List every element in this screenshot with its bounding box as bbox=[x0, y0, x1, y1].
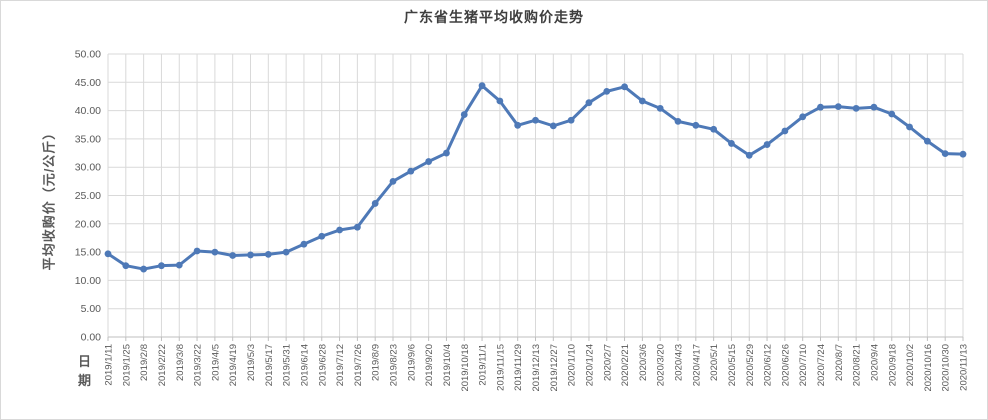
svg-text:2019/1/25: 2019/1/25 bbox=[121, 344, 132, 386]
svg-text:2020/11/13: 2020/11/13 bbox=[959, 344, 970, 391]
svg-text:2019/8/9: 2019/8/9 bbox=[371, 344, 382, 381]
svg-text:2020/5/15: 2020/5/15 bbox=[727, 344, 738, 386]
svg-text:2020/2/7: 2020/2/7 bbox=[602, 344, 613, 381]
svg-text:2020/10/16: 2020/10/16 bbox=[923, 344, 934, 392]
svg-text:2020/3/20: 2020/3/20 bbox=[656, 344, 667, 386]
svg-text:30.00: 30.00 bbox=[75, 162, 101, 174]
svg-text:45.00: 45.00 bbox=[75, 77, 101, 89]
svg-text:2020/7/10: 2020/7/10 bbox=[798, 344, 809, 386]
svg-text:2020/1/24: 2020/1/24 bbox=[584, 344, 595, 386]
svg-text:2019/12/27: 2019/12/27 bbox=[549, 344, 560, 392]
svg-text:0.00: 0.00 bbox=[81, 332, 102, 344]
svg-text:2019/5/31: 2019/5/31 bbox=[282, 344, 293, 386]
svg-text:2019/7/12: 2019/7/12 bbox=[335, 344, 346, 386]
svg-text:25.00: 25.00 bbox=[75, 190, 101, 202]
svg-text:2020/3/6: 2020/3/6 bbox=[638, 344, 649, 381]
svg-text:2019/12/13: 2019/12/13 bbox=[531, 344, 542, 392]
svg-text:2019/10/18: 2019/10/18 bbox=[460, 344, 471, 392]
x-axis-title: 日期 bbox=[77, 354, 91, 388]
svg-text:2019/2/8: 2019/2/8 bbox=[139, 344, 150, 381]
svg-text:2019/6/14: 2019/6/14 bbox=[299, 344, 310, 386]
svg-text:2020/2/21: 2020/2/21 bbox=[620, 344, 631, 386]
svg-text:2020/7/24: 2020/7/24 bbox=[816, 344, 827, 386]
svg-text:2019/5/17: 2019/5/17 bbox=[264, 344, 275, 386]
svg-text:2020/1/10: 2020/1/10 bbox=[567, 344, 578, 386]
svg-text:2020/8/21: 2020/8/21 bbox=[852, 344, 863, 386]
svg-text:2020/5/1: 2020/5/1 bbox=[709, 344, 720, 381]
svg-text:2019/9/6: 2019/9/6 bbox=[406, 344, 417, 381]
svg-text:2020/4/3: 2020/4/3 bbox=[674, 344, 685, 381]
svg-text:2019/4/19: 2019/4/19 bbox=[228, 344, 239, 386]
svg-text:50.00: 50.00 bbox=[75, 49, 101, 61]
svg-text:15.00: 15.00 bbox=[75, 247, 101, 259]
svg-text:2020/5/29: 2020/5/29 bbox=[745, 344, 756, 386]
svg-text:2019/6/28: 2019/6/28 bbox=[317, 344, 328, 386]
svg-text:5.00: 5.00 bbox=[81, 303, 102, 315]
svg-text:2019/11/15: 2019/11/15 bbox=[495, 344, 506, 391]
svg-text:2020/6/26: 2020/6/26 bbox=[780, 344, 791, 386]
svg-text:2019/2/22: 2019/2/22 bbox=[157, 344, 168, 386]
svg-text:2019/9/20: 2019/9/20 bbox=[424, 344, 435, 386]
svg-text:2019/5/3: 2019/5/3 bbox=[246, 344, 257, 381]
svg-text:2019/11/1: 2019/11/1 bbox=[478, 344, 489, 386]
svg-text:20.00: 20.00 bbox=[75, 218, 101, 230]
svg-text:2020/10/30: 2020/10/30 bbox=[941, 344, 952, 392]
svg-text:2019/10/4: 2019/10/4 bbox=[442, 344, 453, 386]
svg-text:2019/4/5: 2019/4/5 bbox=[210, 344, 221, 381]
svg-text:2020/4/17: 2020/4/17 bbox=[691, 344, 702, 386]
svg-text:2019/1/11: 2019/1/11 bbox=[104, 344, 115, 386]
svg-text:40.00: 40.00 bbox=[75, 105, 101, 117]
svg-text:2020/9/4: 2020/9/4 bbox=[869, 344, 880, 381]
svg-text:10.00: 10.00 bbox=[75, 275, 101, 287]
svg-text:2019/7/26: 2019/7/26 bbox=[353, 344, 364, 386]
svg-text:2020/6/12: 2020/6/12 bbox=[763, 344, 774, 386]
svg-text:2020/9/18: 2020/9/18 bbox=[887, 344, 898, 386]
chart-title: 广东省生猪平均收购价走势 bbox=[404, 9, 584, 25]
svg-text:35.00: 35.00 bbox=[75, 133, 101, 145]
svg-text:2020/8/7: 2020/8/7 bbox=[834, 344, 845, 381]
svg-text:2019/11/29: 2019/11/29 bbox=[513, 344, 524, 391]
svg-text:2019/3/22: 2019/3/22 bbox=[193, 344, 204, 386]
svg-text:2019/8/23: 2019/8/23 bbox=[389, 344, 400, 386]
svg-text:2020/10/2: 2020/10/2 bbox=[905, 344, 916, 386]
svg-text:2019/3/8: 2019/3/8 bbox=[175, 344, 186, 381]
